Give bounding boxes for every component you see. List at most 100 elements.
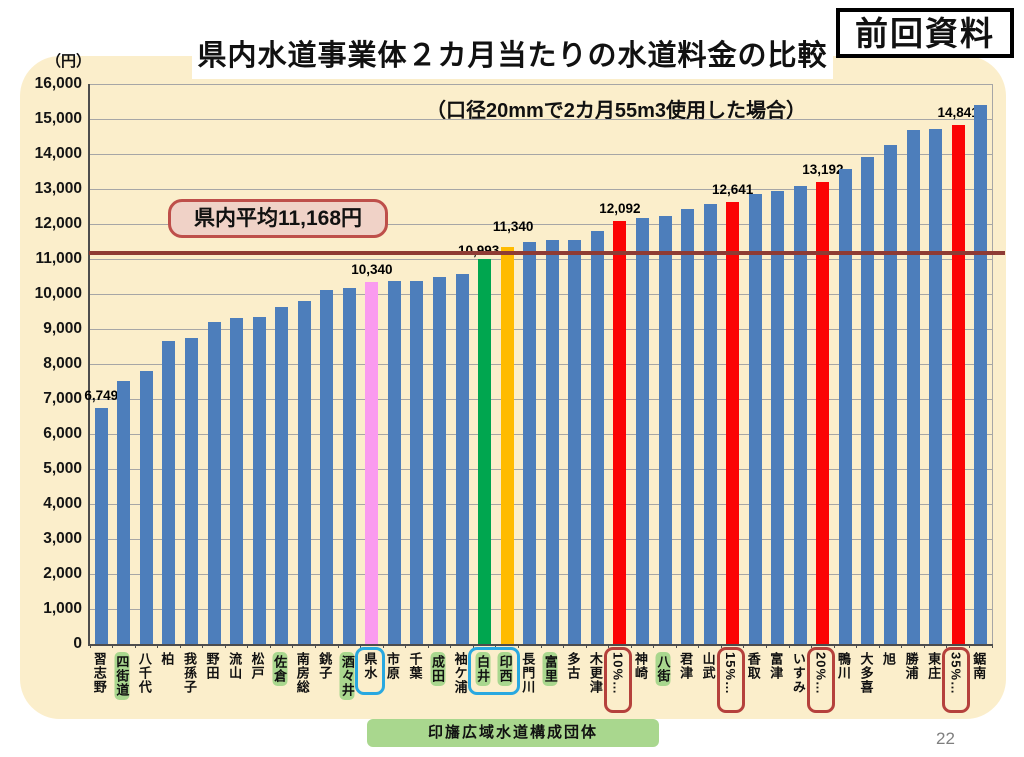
x-axis-tick	[495, 644, 497, 648]
x-axis-tick	[179, 644, 181, 648]
bar	[410, 281, 424, 644]
x-axis-label: 酒々井	[339, 652, 355, 700]
x-axis-tick	[766, 644, 767, 648]
y-axis-tick-label: 11,000	[35, 250, 82, 267]
bar	[184, 337, 198, 644]
x-axis-tick	[743, 644, 745, 648]
x-axis-label: 成田	[430, 652, 446, 686]
x-axis-label: 香取	[745, 652, 761, 680]
red-label-box	[942, 647, 971, 713]
x-axis-label: 四街道	[114, 652, 130, 700]
y-axis-tick-label: 14,000	[34, 145, 82, 162]
bar-value-label: 6,749	[84, 387, 119, 403]
gridline	[90, 574, 992, 575]
bar	[275, 306, 289, 644]
y-axis-tick-label: 5,000	[43, 460, 82, 477]
bar	[162, 341, 176, 644]
x-axis-label: 松戸	[249, 652, 265, 680]
gridline	[90, 119, 992, 120]
bar	[658, 215, 672, 644]
y-axis-tick-label: 16,000	[34, 75, 82, 92]
bar	[387, 280, 401, 644]
x-axis-tick	[901, 644, 903, 648]
x-axis-label: 鋸南	[971, 652, 987, 680]
chart-subtitle: （口径20mmで2カ月55m3使用した場合）	[425, 100, 807, 122]
y-axis-unit-label: （円）	[46, 53, 92, 70]
bar	[613, 220, 627, 644]
x-axis-label: 習志野	[91, 652, 107, 694]
x-axis-label: 印西	[497, 652, 513, 686]
x-axis-tick	[585, 644, 587, 648]
gridline	[90, 189, 992, 190]
x-axis-tick	[202, 644, 204, 648]
bar-value-label: 12,092	[599, 200, 641, 216]
x-axis-tick	[923, 644, 925, 648]
x-axis-label: 10%…	[610, 652, 626, 696]
bar	[951, 124, 965, 644]
bar	[929, 128, 943, 644]
x-axis-tick	[337, 644, 339, 648]
red-label-box	[603, 647, 632, 713]
gridline	[90, 224, 992, 225]
x-axis-label: 鴨川	[835, 652, 851, 680]
x-axis-tick	[608, 644, 610, 648]
gridline	[90, 329, 992, 330]
bar	[117, 380, 131, 644]
x-axis-label: 旭	[881, 652, 897, 666]
x-axis-tick	[382, 644, 384, 648]
y-axis-tick-label: 6,000	[43, 425, 82, 442]
x-axis-tick	[653, 644, 655, 648]
x-axis-tick	[946, 644, 948, 648]
red-label-box	[806, 647, 835, 713]
bar	[478, 259, 492, 644]
x-axis-label: 富里	[542, 652, 558, 686]
chart-plot-area: 0 1,000 2,000 3,000 4,000 5,000 6,000 7,000 8,00…	[35, 75, 1005, 652]
y-axis-tick-label: 4,000	[43, 495, 82, 512]
bar	[748, 193, 762, 644]
x-axis-tick	[269, 644, 271, 648]
x-axis-label: 20%…	[813, 652, 829, 696]
bar	[703, 204, 717, 644]
x-axis-tick	[360, 644, 362, 648]
x-axis-label: 富津	[768, 652, 784, 680]
blue-label-box	[467, 647, 521, 695]
bar	[455, 274, 469, 644]
bar	[568, 239, 582, 644]
bar	[884, 145, 898, 644]
x-axis-label: 15%…	[723, 652, 739, 696]
bar	[793, 186, 807, 644]
x-axis-label: 県水	[362, 652, 378, 680]
x-axis-tick	[427, 644, 429, 648]
x-axis-tick	[89, 644, 91, 648]
x-axis-tick	[563, 644, 565, 648]
page-number: 22	[936, 729, 955, 748]
gridline	[90, 399, 992, 400]
bar	[342, 288, 356, 644]
bar-value-label: 11,340	[492, 219, 534, 235]
x-axis-label: 袖ケ浦	[452, 652, 468, 694]
x-axis-tick	[811, 644, 813, 648]
x-axis-label: 勝浦	[903, 652, 919, 680]
gridline	[90, 154, 992, 155]
bar	[590, 231, 604, 644]
previous-material-badge: 前回資料	[836, 8, 1014, 58]
x-axis-tick	[224, 644, 226, 648]
x-axis-label: 長門川	[520, 652, 536, 694]
bar	[139, 371, 153, 644]
bar-value-label: 14,841	[937, 104, 979, 120]
y-axis-tick-label: 10,000	[34, 285, 82, 302]
bar	[681, 208, 695, 644]
x-axis-label: 白井	[475, 652, 491, 686]
blue-label-box	[354, 647, 385, 695]
x-axis-tick	[517, 644, 519, 648]
x-axis-label: 君津	[678, 652, 694, 680]
average-line	[89, 251, 1005, 256]
x-axis-label: 八千代	[136, 652, 152, 694]
x-axis-tick	[856, 644, 858, 648]
x-axis-label: 東庄	[926, 652, 942, 680]
x-axis-label: 神崎	[632, 652, 648, 680]
bar	[974, 105, 988, 644]
y-axis-tick-label: 13,000	[34, 180, 82, 197]
x-axis-label: 多古	[565, 652, 581, 680]
x-axis-tick	[675, 644, 677, 648]
